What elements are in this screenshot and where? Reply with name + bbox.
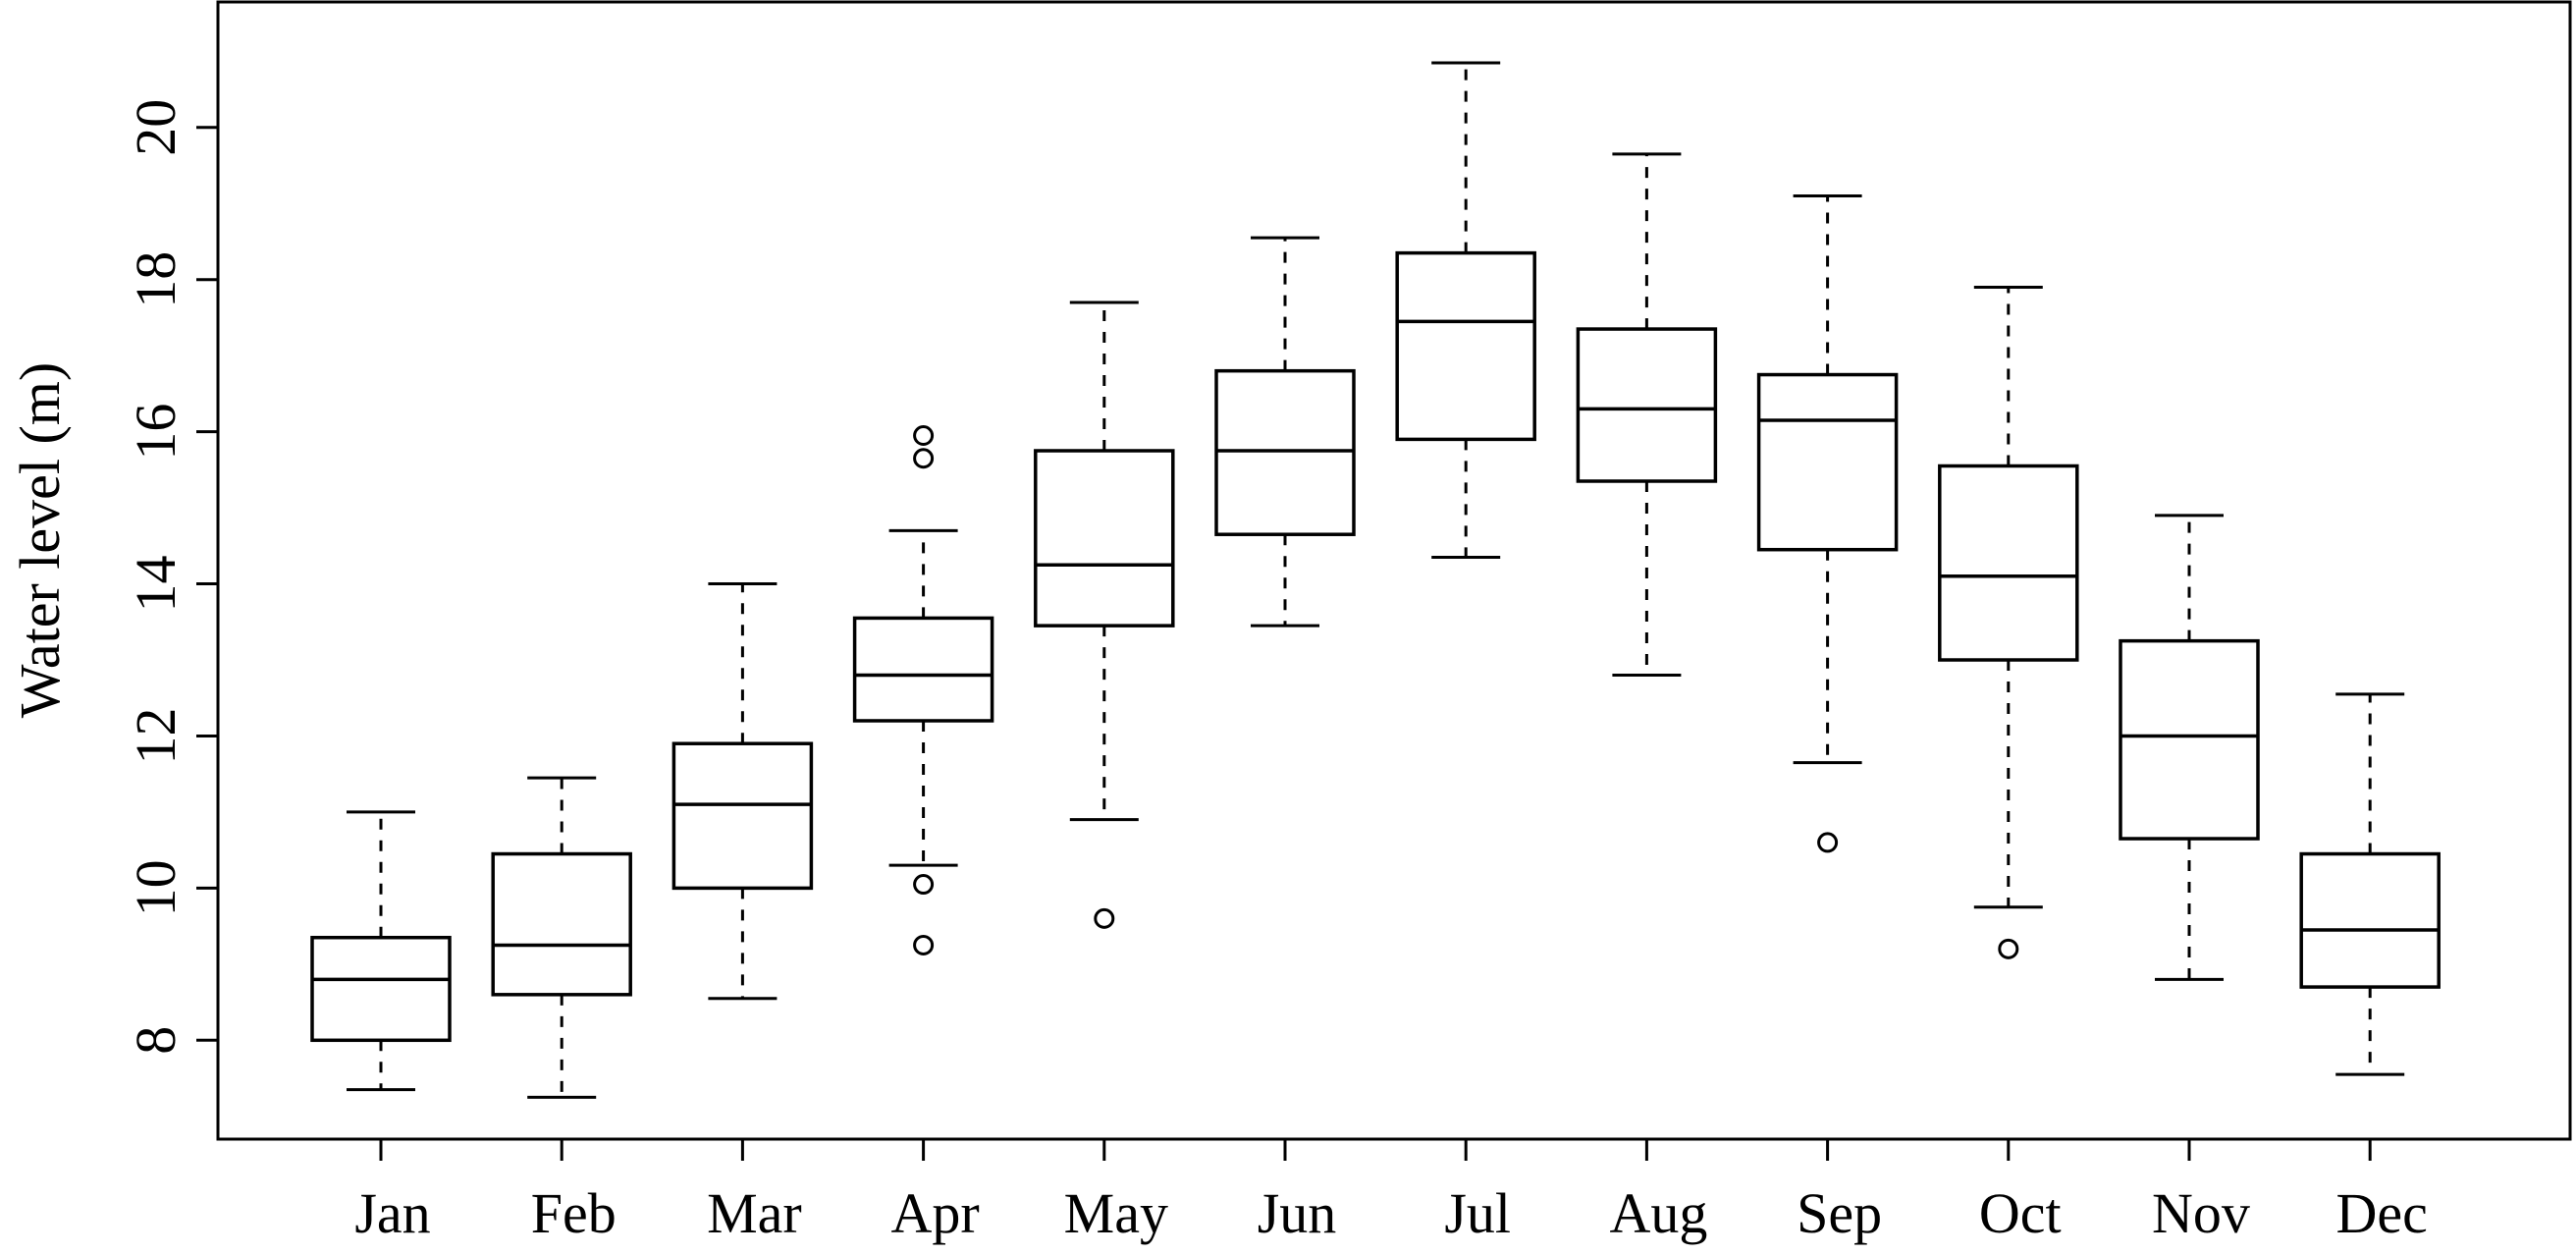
outlier-point bbox=[1817, 832, 1839, 853]
outlier-point bbox=[913, 425, 935, 447]
outlier-point bbox=[1094, 907, 1115, 929]
x-tick-label: Oct bbox=[1979, 1181, 2062, 1245]
y-tick-label: 18 bbox=[124, 251, 188, 308]
x-tick-label: May bbox=[1064, 1181, 1168, 1245]
box-sep bbox=[1756, 194, 1899, 853]
box-nov bbox=[2119, 514, 2260, 981]
y-tick-label: 16 bbox=[124, 404, 188, 461]
y-axis: 8 10 12 14 16 18 20 bbox=[124, 99, 220, 1055]
box-jan bbox=[310, 810, 452, 1092]
y-tick-label: 20 bbox=[124, 99, 188, 156]
box-rect bbox=[1576, 327, 1718, 483]
x-tick-label: Sep bbox=[1797, 1181, 1882, 1245]
box-rect bbox=[310, 935, 452, 1043]
y-axis-label: Water level (m) bbox=[8, 362, 72, 718]
outlier-point bbox=[913, 448, 935, 469]
box-rect bbox=[671, 741, 814, 891]
x-axis: Jan Feb Mar Apr May Jun Jul Aug Sep Oct Nov Dec bbox=[354, 1137, 2428, 1245]
box-jul bbox=[1395, 61, 1536, 559]
y-tick-label: 12 bbox=[124, 707, 188, 764]
box-rect bbox=[1214, 368, 1356, 536]
box-rect bbox=[1756, 372, 1899, 552]
box-may bbox=[1034, 300, 1175, 929]
box-oct bbox=[1938, 285, 2079, 959]
box-rect bbox=[852, 616, 994, 723]
x-tick-label: Jul bbox=[1444, 1181, 1511, 1245]
box-aug bbox=[1576, 152, 1718, 678]
y-tick-label: 14 bbox=[124, 556, 188, 613]
box-rect bbox=[1034, 449, 1175, 628]
x-tick-label: Nov bbox=[2152, 1181, 2250, 1245]
box-rect bbox=[2299, 851, 2441, 989]
outlier-point bbox=[1998, 938, 2019, 959]
box-rect bbox=[1938, 464, 2079, 662]
y-tick-label: 10 bbox=[124, 859, 188, 916]
y-tick-label: 8 bbox=[124, 1026, 188, 1055]
boxes bbox=[310, 61, 2441, 1099]
x-tick-label: Jan bbox=[354, 1181, 430, 1245]
box-feb bbox=[491, 776, 632, 1099]
outlier-point bbox=[913, 934, 935, 955]
x-tick-label: Apr bbox=[890, 1181, 979, 1245]
box-apr bbox=[852, 425, 994, 955]
box-rect bbox=[1395, 250, 1536, 442]
box-mar bbox=[671, 582, 814, 1001]
outlier-point bbox=[913, 874, 935, 896]
x-tick-label: Feb bbox=[531, 1181, 617, 1245]
x-tick-label: Aug bbox=[1609, 1181, 1707, 1245]
box-rect bbox=[491, 851, 632, 997]
box-rect bbox=[2119, 638, 2260, 841]
box-dec bbox=[2299, 692, 2441, 1076]
x-tick-label: Jun bbox=[1258, 1181, 1337, 1245]
x-tick-label: Mar bbox=[707, 1181, 802, 1245]
x-tick-label: Dec bbox=[2336, 1181, 2428, 1245]
box-jun bbox=[1214, 236, 1356, 628]
